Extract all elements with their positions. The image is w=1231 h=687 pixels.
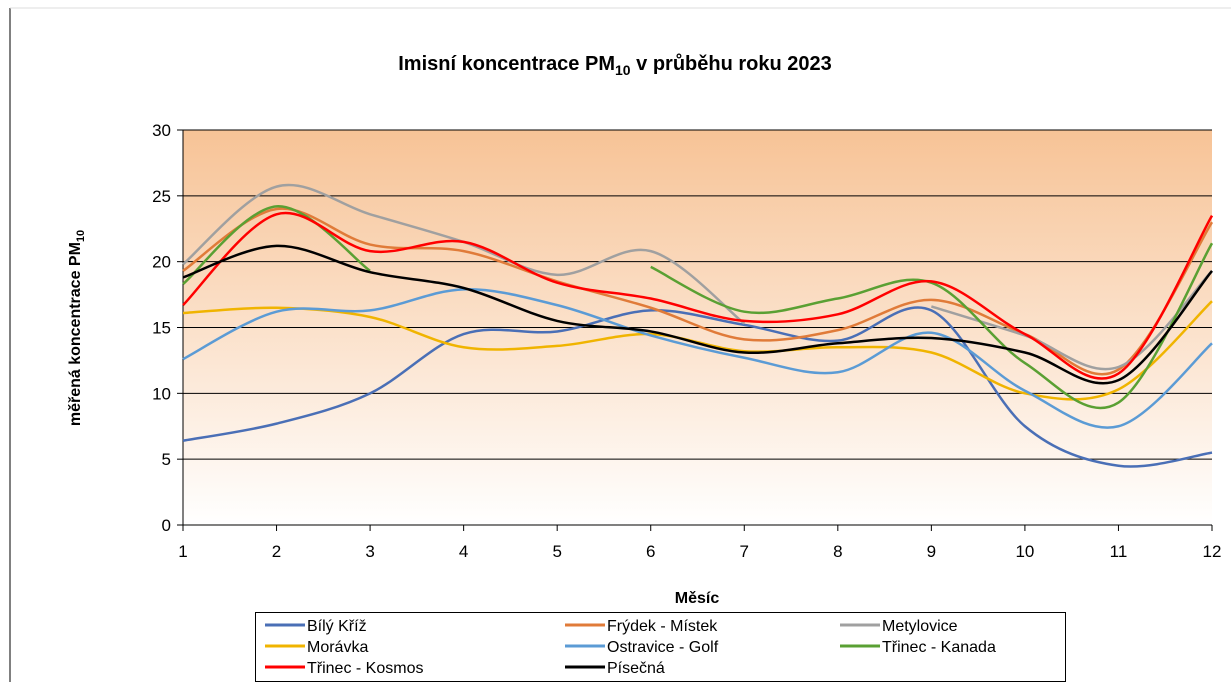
x-tick-label: 7 [740, 542, 749, 561]
legend-label: Písečná [607, 660, 665, 677]
x-tick-label: 5 [552, 542, 561, 561]
y-tick-label: 20 [152, 253, 171, 272]
x-tick-label: 11 [1110, 542, 1128, 561]
title-part: Imisní koncentrace PM [398, 53, 615, 75]
y-axis-label: měřená koncentrace PM10 [67, 230, 87, 426]
y-tick-label: 0 [162, 516, 171, 535]
x-tick-label: 3 [365, 542, 374, 561]
x-tick-label: 12 [1203, 542, 1222, 561]
legend-label: Morávka [307, 639, 368, 656]
y-tick-label: 5 [162, 450, 171, 469]
x-tick-label: 9 [927, 542, 936, 561]
x-tick-label: 6 [646, 542, 655, 561]
series-line [182, 205, 1214, 410]
x-tick-label: 1 [178, 542, 187, 561]
legend-box [255, 612, 1066, 682]
y-tick-label: 30 [152, 121, 171, 140]
y-label-sub: 10 [75, 230, 87, 242]
series-line [182, 244, 1213, 385]
chart-title: Imisní koncentrace PM10 v průběhu roku 2… [398, 53, 832, 78]
legend-label: Třinec - Kosmos [307, 660, 423, 677]
y-tick-label: 25 [152, 187, 171, 206]
legend-label: Frýdek - Místek [607, 618, 718, 635]
series-line [182, 207, 1214, 376]
y-tick-label: 15 [152, 319, 171, 338]
title-sub: 10 [615, 62, 631, 78]
y-tick-label: 10 [152, 384, 171, 403]
x-tick-label: 10 [1015, 542, 1034, 561]
x-tick-label: 4 [459, 542, 468, 561]
x-tick-label: 2 [272, 542, 281, 561]
x-tick-label: 8 [833, 542, 842, 561]
x-axis-label: Měsíc [675, 590, 720, 607]
legend-label: Metylovice [882, 618, 958, 635]
series-line [182, 306, 1213, 468]
y-label-part: měřená koncentrace PM [67, 242, 84, 426]
title-part: v průběhu roku 2023 [631, 53, 832, 75]
legend-label: Třinec - Kanada [882, 639, 996, 656]
series-line [182, 288, 1213, 429]
legend-label: Ostravice - Golf [607, 639, 719, 656]
series-line [182, 211, 1214, 380]
legend-label: Bílý Kříž [307, 618, 367, 635]
